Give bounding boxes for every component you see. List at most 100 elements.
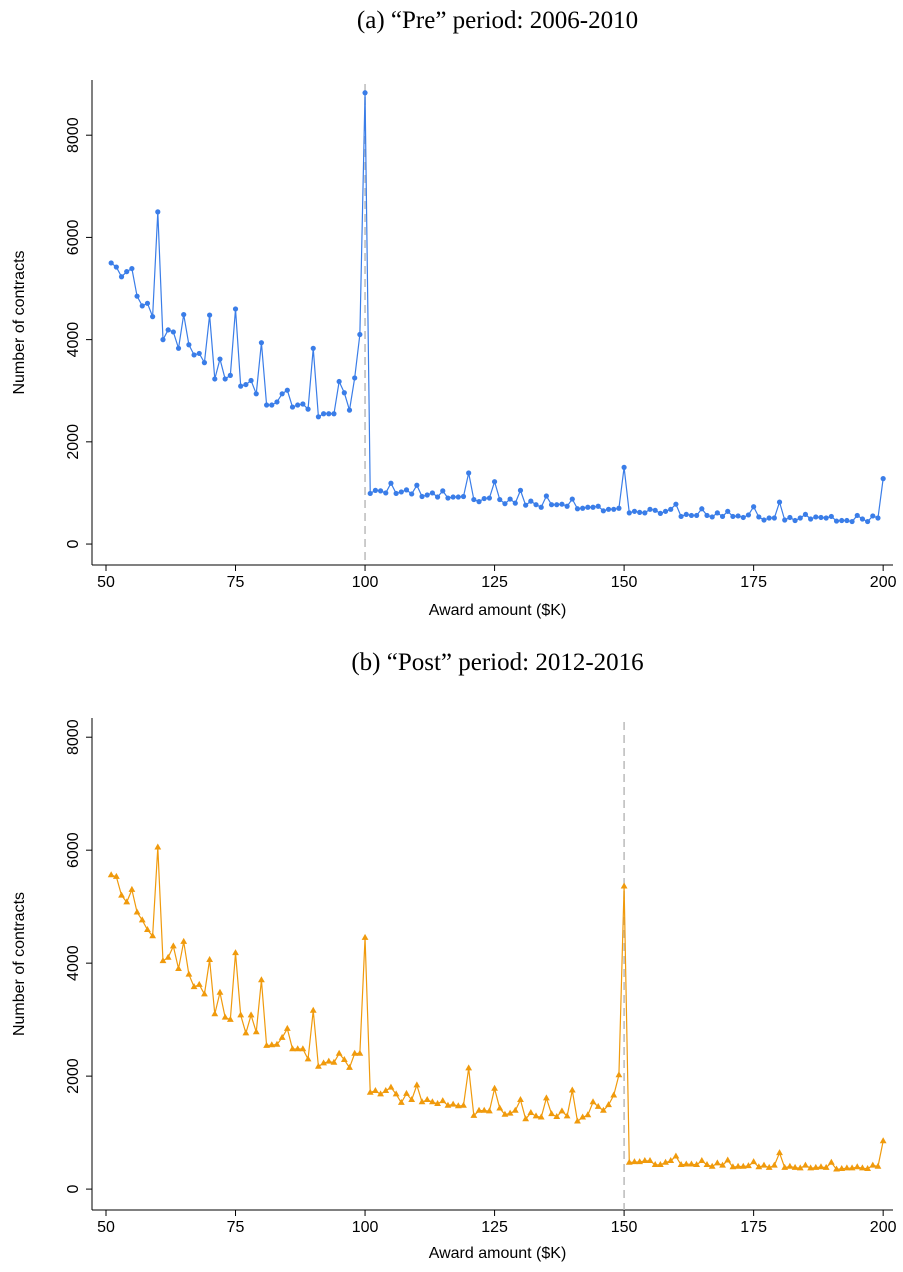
marker [874,1162,882,1169]
marker [444,1101,452,1108]
marker [325,1057,333,1064]
marker [839,517,845,524]
marker [299,1045,307,1052]
marker [144,300,151,306]
marker [574,506,581,512]
marker [843,1164,851,1171]
marker [631,1158,638,1165]
marker [688,1160,695,1167]
marker [274,399,280,405]
marker [150,314,156,320]
marker [651,1161,659,1168]
marker [393,490,399,497]
marker [802,511,809,518]
marker [470,1111,478,1118]
marker [699,506,705,512]
marker [502,501,508,507]
marker [761,517,767,523]
marker [673,501,679,507]
marker [112,872,120,879]
marker [714,510,720,516]
marker [465,1064,473,1071]
marker [434,1100,441,1107]
marker [625,1158,633,1165]
marker [677,1161,685,1168]
marker [599,1106,607,1113]
x-tick-label: 125 [481,574,508,591]
marker [528,498,534,504]
marker [212,376,218,382]
marker [796,1164,804,1171]
marker [284,387,290,393]
marker [248,377,254,384]
marker [589,1098,597,1105]
marker [382,1087,390,1094]
marker [221,1013,229,1020]
marker [320,1059,327,1066]
marker [278,1033,286,1040]
y-axis-label: Number of contracts [11,892,28,1036]
marker [268,1041,276,1048]
marker [392,1090,400,1097]
marker [252,1028,260,1035]
y-tick-label: 4000 [65,945,82,981]
marker [294,1045,302,1052]
marker [548,502,555,508]
marker [310,345,316,351]
marker [542,1094,550,1101]
marker [678,513,684,520]
marker [372,487,379,493]
marker [340,1055,348,1062]
marker [471,496,477,503]
marker [201,360,208,366]
marker [725,508,731,514]
marker [191,352,197,358]
marker [553,1112,561,1119]
marker [523,502,529,508]
marker [694,512,700,519]
marker [424,492,430,498]
y-tick-label: 8000 [65,117,82,153]
marker [636,1158,644,1165]
marker [149,932,157,939]
marker [750,1158,758,1165]
marker [537,1113,545,1120]
x-tick-label: 200 [870,1219,897,1236]
marker [833,1165,840,1172]
marker [698,1157,706,1164]
marker [180,937,188,944]
marker [336,378,342,385]
marker [600,508,606,514]
marker [428,1098,436,1105]
marker [512,500,518,506]
marker [563,1112,571,1119]
y-tick-label: 2000 [65,424,82,460]
marker [865,518,871,525]
marker [729,1163,737,1170]
marker [879,1137,887,1144]
marker [497,496,503,503]
marker [734,1162,742,1169]
marker [440,488,446,494]
marker [305,406,311,412]
marker [326,411,332,417]
marker [124,269,130,275]
marker [708,1162,716,1169]
marker [859,1164,866,1171]
marker [781,1163,789,1170]
marker [662,1158,669,1165]
marker [269,402,275,408]
marker [222,376,228,382]
marker [559,501,565,507]
marker [283,1024,291,1031]
marker [527,1109,535,1116]
marker [273,1040,281,1047]
marker [574,1117,581,1124]
series-line [110,92,884,523]
marker [771,515,777,521]
marker [159,957,167,964]
marker [693,1161,701,1168]
marker [880,476,886,482]
marker [195,980,203,987]
